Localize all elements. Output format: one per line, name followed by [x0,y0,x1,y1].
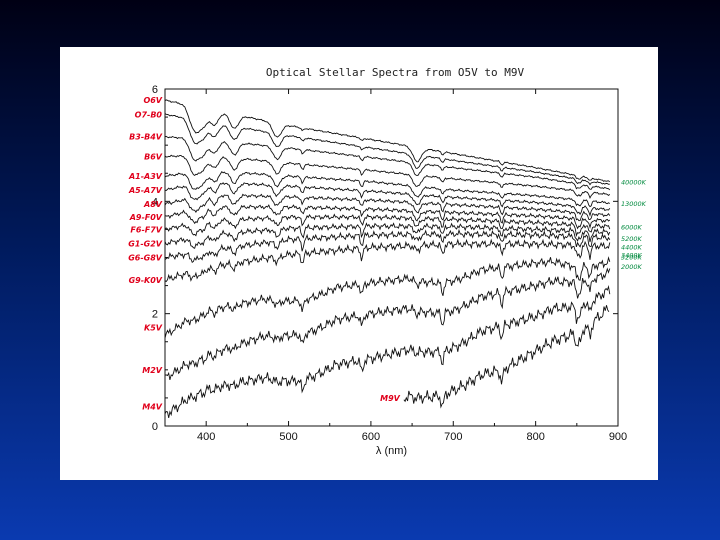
spectrum-line [164,238,611,283]
spectrum-line [164,113,610,186]
spectral-type-label: G1-G2V [128,239,163,248]
spectrum-line [164,193,611,222]
spectral-type-label: B6V [144,152,163,161]
chart-slide: Optical Stellar Spectra from O5V to M9V … [60,47,658,480]
spectrum-line [164,135,611,191]
x-tick-label: 900 [609,431,627,443]
spectral-type-label: F6-F7V [130,225,162,234]
spectral-type-label: O7-B0 [135,110,163,119]
spectral-type-label: A5-A7V [128,186,163,195]
spectrum-line [403,305,610,409]
x-axis-label: λ (nm) [376,445,407,457]
spectrum-line [164,228,611,263]
x-tick-label: 600 [362,431,380,443]
y-tick-label: 0 [152,421,158,433]
temperature-label: 13000K [621,200,647,208]
x-tick-label: 800 [526,431,544,443]
spectrum-line [164,256,611,339]
spectrum-line [164,154,611,200]
spectral-type-label: O6V [143,96,162,105]
stellar-spectra-chart: Optical Stellar Spectra from O5V to M9V … [128,66,647,457]
spectral-type-label: M4V [142,402,163,411]
x-axis-ticks: 400 500 600 700 800 900 [164,89,627,443]
spectra-lines [164,99,611,418]
y-tick-label: 4 [152,196,158,208]
spectral-type-label: M2V [142,366,163,375]
spectral-type-label: K5V [144,324,163,333]
spectrum-line [164,267,611,381]
temperature-label: 40000K [621,179,647,187]
spectral-type-labels: O6V O7-B0 B3-B4V B6V A1-A3V A5-A7V A8V A9-F0V F6… [128,96,401,411]
spectral-type-label: B3-B4V [129,133,163,142]
spectrum-line [164,99,611,183]
spectral-type-label: M9V [380,394,401,403]
spectral-type-label: G6-G8V [128,254,163,263]
spectrum-line [164,213,611,237]
chart-title: Optical Stellar Spectra from O5V to M9V [266,66,525,79]
spectrum-line [164,284,611,418]
spectral-type-label: A8V [143,200,163,209]
x-tick-label: 400 [197,431,215,443]
spectral-type-label: A9-F0V [129,213,163,222]
temperature-label: 4400K [621,243,643,251]
y-tick-label: 6 [152,84,158,96]
temperature-label: 3400K [621,251,643,259]
temperature-label: 2000K [621,263,643,271]
spectrum-line [164,204,611,230]
x-tick-label: 500 [279,431,297,443]
spectrum-line [164,182,611,217]
temperature-label: 3200K [621,253,643,261]
y-tick-label: 2 [152,309,158,321]
temperature-label: 5200K [621,235,643,243]
temperature-label: 6000K [621,224,643,232]
spectrum-line [164,222,611,249]
spectral-type-label: G9-K0V [129,276,163,285]
x-tick-label: 700 [444,431,462,443]
y-axis-ticks: 0 2 4 6 [152,84,618,433]
spectrum-line [164,171,611,208]
spectral-type-label: A1-A3V [128,172,163,181]
